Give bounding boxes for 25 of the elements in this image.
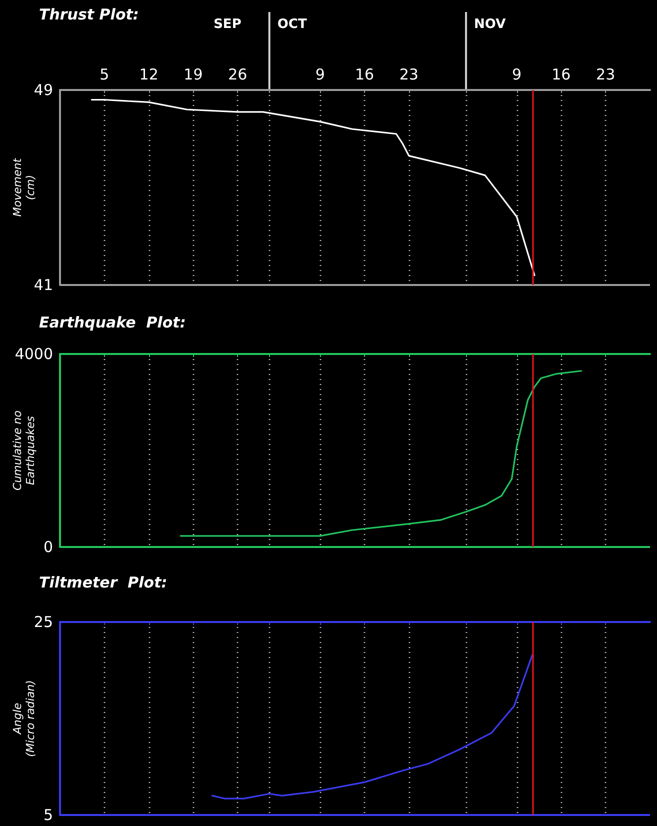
text: SEP	[214, 17, 242, 32]
chart-title: Earthquake Plot:	[39, 314, 186, 332]
x-tick-label: 9	[512, 66, 522, 84]
chart-title: Thrust Plot:	[39, 6, 139, 24]
x-tick-label: 23	[399, 66, 418, 84]
y-axis-title: Angle (Micro radian)	[11, 680, 37, 757]
x-tick-label: 9	[315, 66, 325, 84]
x-tick-label: 19	[184, 66, 203, 84]
y-axis-title: Cumulative no Earthquakes	[11, 410, 37, 490]
chart-title: Tiltmeter Plot:	[39, 574, 168, 592]
x-tick-label: 12	[139, 66, 158, 84]
y-tick-label: 4000	[14, 345, 53, 363]
x-tick-label: 23	[596, 66, 616, 84]
y-tick-label: 5	[43, 806, 53, 824]
y-tick-label: 41	[34, 276, 53, 294]
text: NOV	[474, 17, 506, 32]
y-tick-label: 0	[43, 538, 53, 556]
x-tick-label: 5	[100, 66, 110, 84]
x-tick-label: 16	[354, 66, 374, 84]
y-axis-title: Movement (cm)	[11, 158, 37, 217]
y-tick-label: 49	[34, 81, 53, 99]
x-tick-label: 16	[552, 66, 571, 84]
text: OCT	[277, 17, 307, 32]
x-tick-label: 26	[228, 66, 248, 84]
y-tick-label: 25	[34, 613, 53, 631]
